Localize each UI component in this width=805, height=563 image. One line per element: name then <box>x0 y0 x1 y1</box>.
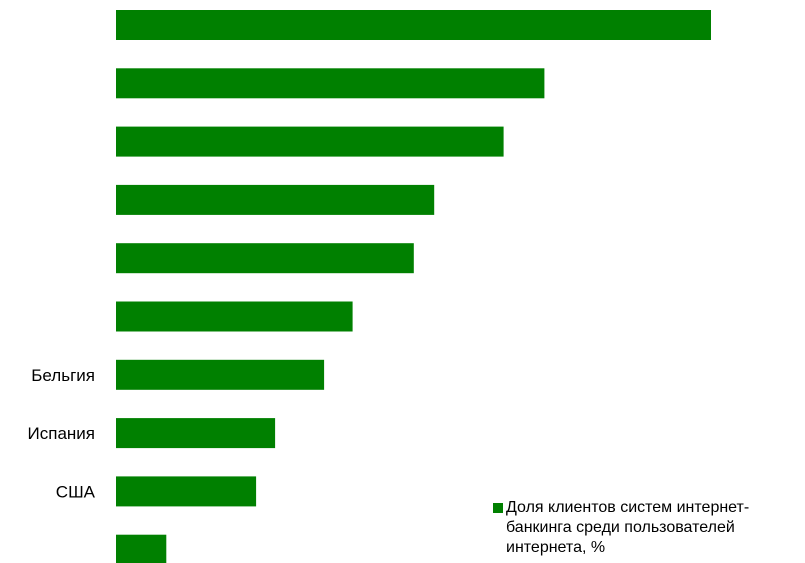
bar-9 <box>116 534 167 563</box>
bar-6 <box>116 359 325 390</box>
category-labels-layer: Бельгия Испания США <box>28 366 96 502</box>
legend-swatch <box>493 503 503 513</box>
bars-layer <box>116 10 711 563</box>
bar-4 <box>116 243 414 274</box>
category-label-8: США <box>56 482 96 501</box>
legend: Доля клиентов систем интернет-банкинга с… <box>493 498 798 558</box>
category-label-6: Бельгия <box>31 366 95 385</box>
bar-7 <box>116 418 276 449</box>
bar-3 <box>116 184 435 215</box>
bar-1 <box>116 68 545 99</box>
bar-2 <box>116 126 504 157</box>
bar-0 <box>116 10 711 40</box>
legend-label: Доля клиентов систем интернет-банкинга с… <box>506 499 750 556</box>
category-label-7: Испания <box>28 424 95 443</box>
bar-8 <box>116 476 257 507</box>
bar-5 <box>116 301 353 332</box>
